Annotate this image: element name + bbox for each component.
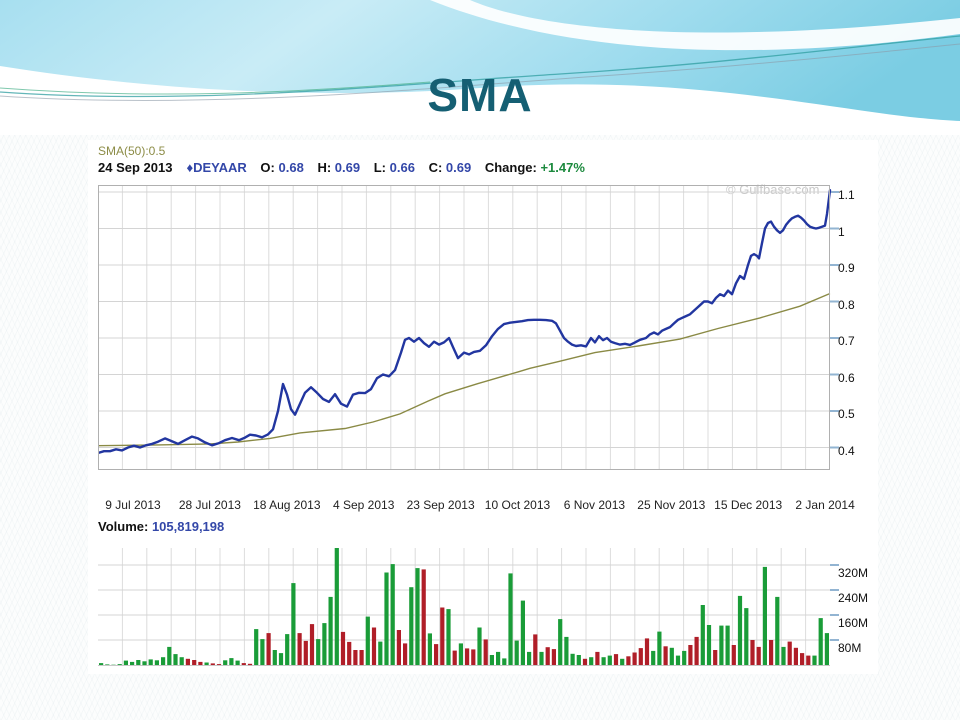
high-label: H: (317, 160, 332, 175)
date-axis-tick-label: 6 Nov 2013 (563, 498, 626, 512)
sma-indicator-label: SMA(50):0.5 (98, 144, 166, 158)
stock-chart-panel: SMA(50):0.5 24 Sep 2013 ♦DEYAAR O: 0.68 H… (88, 140, 878, 674)
price-chart (98, 185, 839, 470)
close-value: 0.69 (445, 160, 472, 175)
date-axis-tick-label: 10 Oct 2013 (484, 498, 551, 512)
change-value: +1.47% (540, 160, 585, 175)
quote-date: 24 Sep 2013 (98, 160, 173, 175)
date-axis-tick-label: 15 Dec 2013 (714, 498, 783, 512)
price-axis-tick-label: 1 (838, 224, 845, 239)
low-value: 0.66 (389, 160, 415, 175)
quote-header: 24 Sep 2013 ♦DEYAAR O: 0.68 H: 0.69 L: 0.… (98, 160, 585, 175)
date-axis-tick-label: 4 Sep 2013 (332, 498, 395, 512)
open-value: 0.68 (278, 160, 304, 175)
volume-chart (98, 548, 839, 666)
change-label: Change: (484, 160, 537, 175)
price-axis-tick-label: 0.8 (838, 297, 855, 312)
high-value: 0.69 (334, 160, 361, 175)
price-axis-tick-label: 0.7 (838, 334, 855, 348)
date-axis-tick-label: 28 Jul 2013 (178, 498, 241, 512)
date-axis-tick-label: 23 Sep 2013 (406, 498, 475, 512)
date-axis-tick-label: 2 Jan 2014 (795, 498, 855, 512)
price-axis-tick-label: 0.9 (838, 261, 855, 275)
date-axis-tick-label: 25 Nov 2013 (637, 498, 706, 512)
quote-symbol: DEYAAR (193, 160, 247, 175)
date-axis-tick-label: 9 Jul 2013 (105, 498, 161, 512)
volume-value: 105,819,198 (151, 519, 225, 534)
price-axis-tick-label: 0.6 (838, 370, 855, 385)
volume-axis-tick-label: 80M (838, 641, 862, 655)
wave-graphic (0, 0, 960, 135)
low-label: L: (373, 160, 386, 175)
price-axis-tick-label: 0.5 (838, 407, 855, 421)
wave-header-decoration (0, 0, 960, 135)
volume-label: Volume: (98, 519, 149, 534)
slide-title: SMA (427, 69, 533, 121)
volume-axis-tick-label: 160M (838, 616, 869, 630)
volume-header: Volume: 105,819,198 (98, 519, 224, 534)
open-label: O: (260, 160, 275, 175)
volume-axis-tick-label: 320M (838, 566, 869, 580)
diamond-icon: ♦ (186, 160, 194, 175)
close-label: C: (428, 160, 443, 175)
price-axis-tick-label: 0.4 (838, 443, 855, 458)
price-axis-tick-label: 1.1 (838, 188, 855, 202)
date-axis-tick-label: 18 Aug 2013 (253, 498, 321, 512)
volume-axis-tick-label: 240M (838, 591, 869, 605)
